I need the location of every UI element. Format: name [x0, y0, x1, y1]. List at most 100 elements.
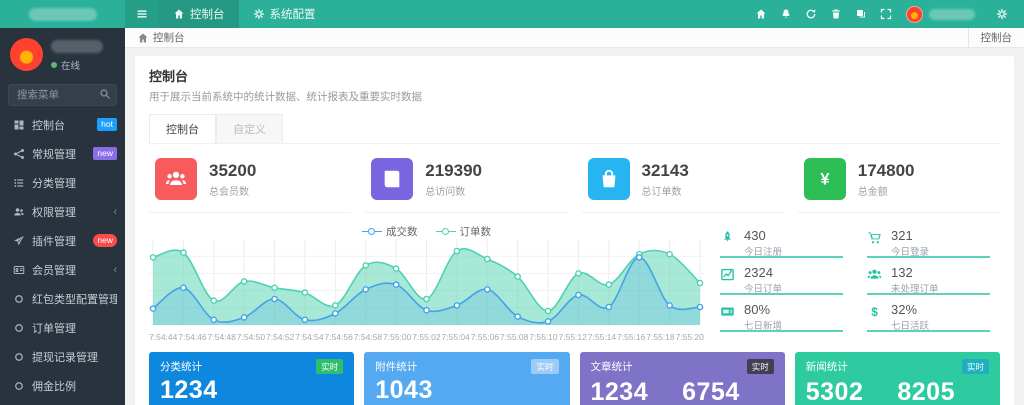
quick-stat-5: $ 32% 七日活跃 [867, 299, 996, 336]
sidebar-item-1[interactable]: 常规管理 new [0, 139, 125, 168]
sidebar-item-label: 权限管理 [32, 206, 76, 219]
sidebar-item-4[interactable]: 插件管理 new [0, 226, 125, 255]
quick-stat-4: 80% 七日新增 [720, 299, 849, 336]
menu-search-input[interactable] [8, 84, 117, 106]
sidebar-item-8[interactable]: 提现记录管理 [0, 342, 125, 371]
app-logo[interactable] [0, 0, 125, 28]
clear-cache-icon[interactable] [823, 0, 848, 28]
online-dot-icon [51, 62, 57, 68]
tab-console[interactable]: 控制台 [149, 114, 216, 143]
quick-stat-value: 430 [744, 228, 766, 243]
sidebar-item-label: 插件管理 [32, 235, 76, 248]
panel-value: 6754 [682, 378, 740, 405]
yen-icon: ¥ [803, 158, 846, 200]
sidebar-item-3[interactable]: 权限管理 ‹ [0, 197, 125, 226]
gear-icon [253, 8, 265, 20]
theme-icon[interactable] [848, 0, 873, 28]
quick-stat-label: 今日订单 [744, 284, 783, 295]
chart-legend: 成交数 订单数 [149, 223, 704, 239]
x-tick-label: 7:55:04 [441, 332, 470, 342]
menu-badge: new [93, 147, 117, 160]
notifications-icon[interactable] [773, 0, 798, 28]
dollar-icon: $ [867, 304, 882, 319]
user-avatar[interactable] [10, 38, 43, 71]
panel-value: 1234 [160, 376, 218, 404]
user-avatar[interactable] [906, 5, 923, 23]
chartline-icon [720, 267, 735, 282]
nav-tab-system-config[interactable]: 系统配置 [239, 0, 330, 28]
sidebar-item-7[interactable]: 订单管理 [0, 313, 125, 342]
refresh-icon[interactable] [798, 0, 823, 28]
fullscreen-icon[interactable] [873, 0, 898, 28]
sidebar-item-label: 订单管理 [32, 322, 76, 335]
group-icon [155, 158, 197, 200]
panel-value: 5302 [805, 378, 864, 405]
x-tick-label: 7:55:06 [470, 332, 500, 342]
x-tick-label: 7:55:12 [558, 332, 587, 342]
panel-title: 新闻统计 [805, 361, 848, 373]
hamburger-icon [136, 8, 148, 20]
tabbar-active-tab[interactable]: 控制台 [153, 32, 185, 44]
circle-icon [12, 380, 25, 392]
cart-icon [867, 230, 882, 245]
quick-stat-value: 32% [891, 302, 918, 317]
stat-panel-2: 文章统计 实时 1234 评论次数 6754 点赞次数 [579, 352, 785, 405]
quick-stat-underline [867, 256, 990, 258]
stat-value: 35200 [209, 160, 257, 180]
circle-icon [12, 322, 25, 334]
page-tabbar: 控制台 控制台 [125, 28, 1024, 48]
quick-stats-grid: 430 今日注册 321 今日登录 2324 今日订单 132 未处理订单 80… [710, 223, 1000, 342]
list-icon [12, 177, 25, 189]
settings-gear-icon[interactable] [989, 0, 1014, 28]
quick-stat-label: 今日登录 [891, 247, 930, 258]
sidebar-item-label: 控制台 [32, 119, 65, 132]
sidebar-item-5[interactable]: 会员管理 ‹ [0, 255, 125, 284]
sidebar-item-6[interactable]: 红包类型配置管理 [0, 284, 125, 313]
nav-tab-console[interactable]: 控制台 [159, 0, 239, 28]
orders-chart: 成交数 订单数 7:54:44 7:54:46 7:54:48 7:54:50 7:54… [149, 223, 704, 342]
area-chart-canvas [149, 239, 704, 325]
realtime-badge: 实时 [316, 359, 344, 374]
logo-blurred [28, 7, 97, 21]
sidebar-user-block[interactable]: 在线 [0, 28, 125, 78]
tabbar-right-control[interactable]: 控制台 [967, 28, 1024, 47]
home-icon[interactable] [748, 0, 773, 28]
rocket-icon [720, 230, 735, 245]
stat-panel-3: 新闻统计 实时 5302 评论次数 8205 点赞次数 [794, 352, 1000, 405]
home-icon [173, 8, 185, 20]
quick-stat-value: 80% [744, 302, 771, 317]
stat-card-0: 35200 总会员数 [149, 156, 352, 213]
legend-item-成交数[interactable]: 成交数 [362, 224, 418, 239]
quick-stat-underline [867, 293, 990, 295]
page-title: 控制台 [149, 69, 189, 84]
circle-icon [12, 351, 25, 363]
navbar-actions [748, 0, 1024, 28]
sidebar-item-2[interactable]: 分类管理 [0, 168, 125, 197]
x-tick-label: 7:55:14 [587, 332, 617, 342]
menu-badge: new [93, 234, 117, 247]
legend-item-订单数[interactable]: 订单数 [435, 224, 491, 239]
sidebar-item-label: 提现记录管理 [32, 351, 98, 364]
stat-value: 219390 [425, 160, 482, 180]
svg-text:$: $ [871, 305, 878, 319]
x-tick-label: 7:54:56 [324, 332, 353, 342]
quick-stat-label: 未处理订单 [891, 284, 939, 295]
sidebar-item-label: 红包类型配置管理 [32, 293, 117, 306]
sidebar-toggle-button[interactable] [125, 0, 159, 28]
stat-label: 总订单数 [641, 186, 682, 198]
x-tick-label: 7:55:18 [646, 332, 675, 342]
tab-custom[interactable]: 自定义 [216, 114, 283, 143]
group-icon [867, 267, 882, 282]
x-tick-label: 7:54:52 [266, 332, 295, 342]
quick-stat-value: 2324 [744, 265, 773, 280]
sidebar-item-0[interactable]: 控制台 hot [0, 110, 125, 139]
stat-cards-row: 35200 总会员数 219390 总访问数 32143 总订单数 ¥ 1748… [149, 156, 1000, 213]
top-navbar: 控制台 系统配置 [0, 0, 1024, 28]
sidebar-item-9[interactable]: 佣金比例 [0, 371, 125, 400]
moneycard-icon [720, 304, 735, 319]
stat-card-3: ¥ 174800 总金额 [797, 156, 1000, 213]
stat-card-1: 219390 总访问数 [365, 156, 568, 213]
share-icon [12, 148, 25, 160]
